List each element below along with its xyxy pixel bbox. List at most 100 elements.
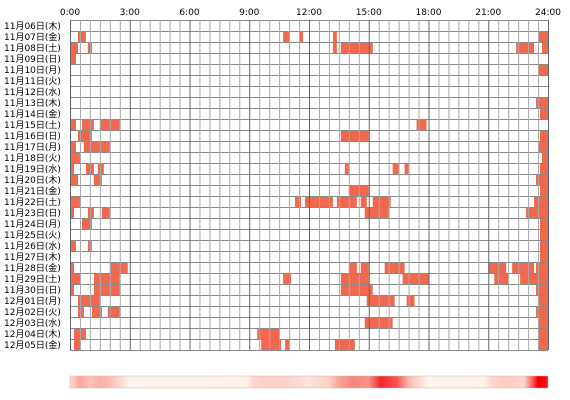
row-date-label: 12月05日(金): [4, 339, 61, 351]
busy-block: [538, 142, 548, 152]
row-date-label: 12月03日(水): [4, 317, 61, 329]
busy-block: [81, 120, 94, 130]
x-tick-label: 3:00: [120, 8, 140, 18]
busy-block: [77, 32, 86, 42]
busy-block: [416, 120, 427, 130]
row-date-label: 11月25日(火): [4, 230, 61, 241]
busy-block: [536, 98, 548, 108]
grid-lines: [70, 20, 549, 351]
x-tick-label: 6:00: [179, 8, 199, 18]
busy-block: [283, 32, 290, 42]
busy-block: [384, 263, 405, 273]
busy-block: [372, 197, 391, 207]
row-date-label: 11月17日(月): [4, 142, 61, 153]
row-date-label: 11月09日(日): [4, 54, 61, 65]
busy-block: [70, 197, 80, 207]
busy-block: [336, 197, 357, 207]
row-date-label: 11月18日(火): [4, 153, 61, 164]
busy-block: [538, 340, 548, 350]
row-date-label: 11月16日(日): [4, 131, 61, 142]
busy-block: [332, 43, 337, 53]
busy-block: [512, 263, 535, 273]
x-tick-label: 12:00: [296, 8, 322, 18]
row-date-label: 11月28日(金): [4, 262, 61, 274]
summary-heat-strip: [69, 375, 549, 389]
busy-block: [70, 285, 74, 295]
busy-block: [285, 340, 290, 350]
busy-block: [344, 164, 349, 174]
busy-block: [107, 307, 120, 317]
row-date-label: 11月29日(土): [4, 273, 61, 285]
row-date-label: 11月26日(水): [4, 240, 61, 252]
busy-block: [70, 164, 74, 174]
row-date-label: 11月22日(土): [4, 196, 61, 208]
busy-block: [538, 329, 548, 339]
busy-block: [340, 131, 369, 141]
busy-block: [536, 263, 548, 273]
busy-block: [538, 318, 548, 328]
x-tick-label: 21:00: [475, 8, 501, 18]
row-labels: 11月06日(木)11月07日(金)11月08日(土)11月09日(日)11月1…: [4, 20, 61, 351]
busy-block: [305, 197, 333, 207]
busy-block: [70, 208, 74, 218]
busy-block: [70, 263, 74, 273]
x-axis-ticks: 0:00 3:00 6:00 9:00 12:00 15:00 18:00 21:00 24:0…: [60, 8, 561, 18]
busy-block: [540, 252, 548, 262]
x-tick-label: 15:00: [356, 8, 382, 18]
busy-block: [540, 186, 548, 196]
row-date-label: 11月19日(水): [4, 163, 61, 175]
busy-block: [77, 296, 100, 306]
busy-block: [536, 285, 548, 295]
row-date-label: 11月08日(土): [4, 42, 61, 54]
x-tick-label: 0:00: [60, 8, 80, 18]
row-date-label: 11月07日(金): [4, 31, 61, 43]
row-date-label: 11月23日(日): [4, 208, 61, 219]
busy-block: [334, 340, 355, 350]
busy-block: [99, 120, 120, 130]
busy-block: [516, 43, 535, 53]
busy-block: [534, 197, 548, 207]
busy-block: [542, 153, 548, 163]
busy-block: [73, 340, 80, 350]
row-date-label: 11月12日(水): [4, 86, 61, 98]
busy-block: [299, 32, 304, 42]
busy-block: [538, 65, 548, 75]
busy-block: [70, 54, 76, 64]
busy-block: [402, 274, 429, 284]
row-date-label: 11月11日(火): [4, 76, 61, 87]
row-date-label: 11月15日(土): [4, 119, 61, 131]
busy-block: [540, 241, 548, 251]
busy-block: [538, 296, 548, 306]
busy-block: [93, 175, 102, 185]
busy-block: [542, 43, 548, 53]
busy-block: [536, 175, 548, 185]
row-date-label: 11月24日(月): [4, 219, 61, 230]
busy-block: [536, 307, 548, 317]
row-date-label: 11月13日(木): [4, 97, 61, 109]
busy-block: [540, 109, 548, 119]
busy-block: [494, 274, 509, 284]
row-date-label: 11月06日(木): [4, 20, 61, 32]
busy-block: [340, 274, 369, 284]
row-date-label: 12月01日(月): [4, 296, 61, 307]
busy-block: [70, 274, 80, 284]
row-date-label: 11月30日(日): [4, 285, 61, 296]
row-date-label: 12月02日(火): [4, 307, 61, 318]
busy-block: [70, 175, 78, 185]
row-date-label: 12月04日(木): [4, 328, 61, 340]
busy-block: [404, 164, 409, 174]
busy-block: [360, 197, 367, 207]
busy-block: [348, 263, 357, 273]
busy-block: [540, 131, 548, 141]
busy-block: [340, 285, 373, 295]
busy-block: [101, 208, 110, 218]
busy-block: [93, 285, 120, 295]
row-date-label: 11月27日(木): [4, 251, 61, 263]
busy-block: [70, 120, 76, 130]
row-date-label: 11月10日(月): [4, 65, 61, 76]
busy-block: [540, 230, 548, 240]
busy-block: [340, 43, 373, 53]
busy-block: [73, 329, 86, 339]
busy-block: [538, 32, 548, 42]
